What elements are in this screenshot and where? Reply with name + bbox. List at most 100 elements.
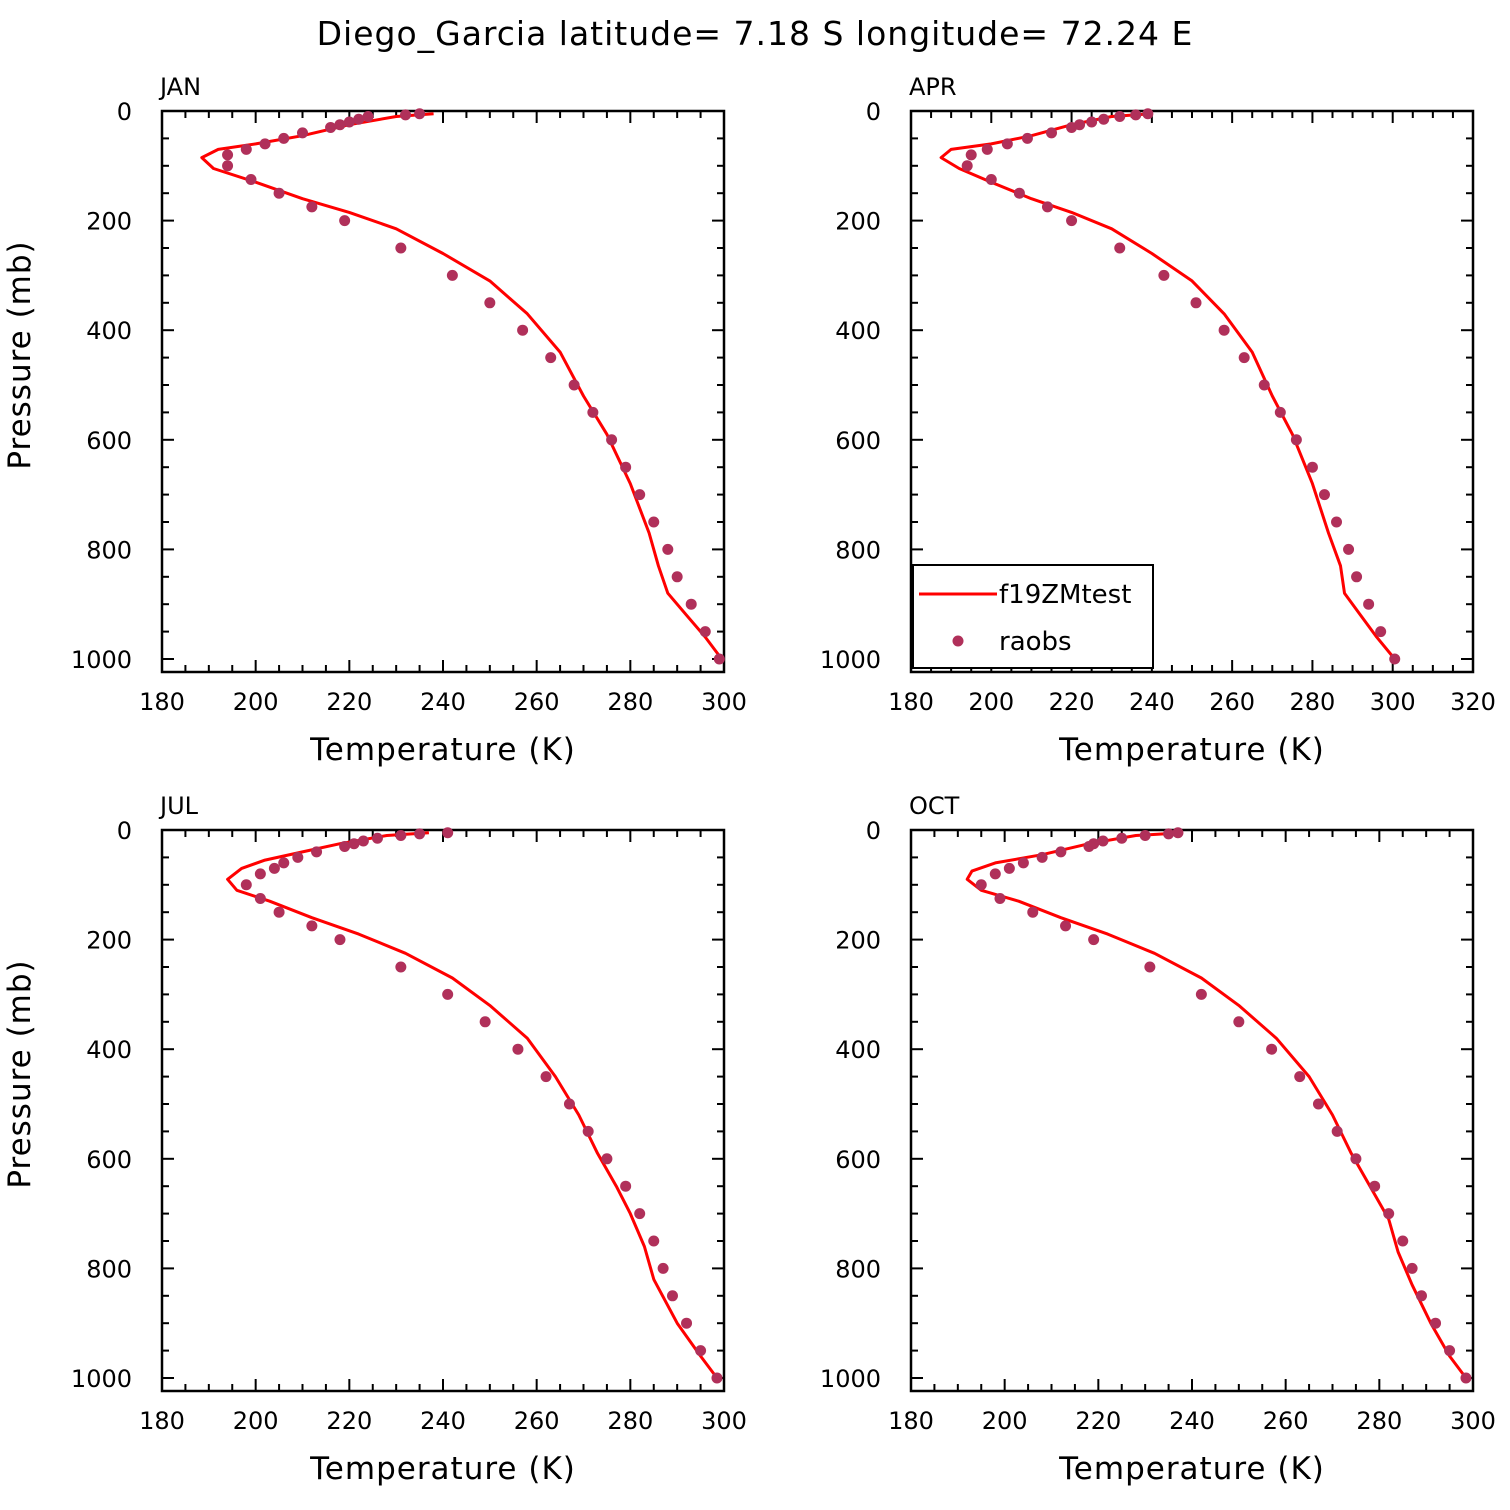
x-tick-label: 280 bbox=[607, 688, 653, 716]
x-tick-label: 300 bbox=[1450, 1407, 1496, 1435]
obs-point bbox=[371, 832, 383, 844]
y-tick-label: 0 bbox=[866, 98, 881, 126]
x-tick-label: 240 bbox=[420, 1407, 466, 1435]
y-tick-label: 800 bbox=[86, 536, 132, 564]
figure-title: Diego_Garcia latitude= 7.18 S longitude=… bbox=[317, 14, 1194, 53]
x-tick-label: 220 bbox=[326, 688, 372, 716]
obs-point bbox=[1116, 832, 1128, 844]
y-tick-label: 1000 bbox=[820, 1365, 881, 1393]
x-tick-label: 200 bbox=[233, 688, 279, 716]
obs-point bbox=[254, 868, 266, 880]
obs-point bbox=[563, 1098, 575, 1110]
obs-point bbox=[348, 838, 360, 850]
y-tick-label: 1000 bbox=[820, 646, 881, 674]
obs-point bbox=[1114, 242, 1126, 254]
obs-point bbox=[671, 571, 683, 583]
obs-point bbox=[713, 653, 725, 665]
obs-point bbox=[695, 1345, 707, 1357]
obs-point bbox=[343, 116, 355, 128]
x-tick-label: 180 bbox=[139, 688, 185, 716]
obs-point bbox=[657, 1262, 669, 1274]
obs-point bbox=[634, 1208, 646, 1220]
obs-point bbox=[540, 1071, 552, 1083]
x-tick-label: 240 bbox=[1169, 1407, 1215, 1435]
panel-oct: 180 200 220 240 260 280 300 0 200 400 600 800 1000 OC… bbox=[820, 792, 1496, 1487]
obs-point bbox=[334, 119, 346, 131]
panel-title: JUL bbox=[158, 792, 199, 820]
obs-point bbox=[362, 110, 374, 122]
x-tick-label: 280 bbox=[1290, 688, 1336, 716]
obs-point bbox=[245, 174, 257, 185]
obs-point bbox=[662, 543, 674, 555]
obs-point bbox=[334, 934, 346, 946]
obs-point bbox=[297, 127, 308, 139]
obs-point bbox=[484, 297, 496, 309]
panel-title: OCT bbox=[909, 792, 960, 820]
y-tick-label: 400 bbox=[835, 317, 881, 345]
obs-point bbox=[1331, 516, 1343, 528]
obs-point bbox=[1331, 1125, 1343, 1137]
obs-point bbox=[268, 862, 280, 874]
obs-point bbox=[512, 1043, 524, 1055]
y-tick-label: 400 bbox=[86, 1036, 132, 1064]
obs-point bbox=[620, 1180, 632, 1192]
obs-point bbox=[666, 1290, 678, 1302]
y-tick-label: 200 bbox=[86, 208, 132, 236]
obs-point bbox=[1306, 461, 1318, 473]
obs-point bbox=[1343, 543, 1355, 555]
obs-point bbox=[259, 138, 271, 150]
obs-point bbox=[606, 434, 618, 446]
obs-point bbox=[240, 143, 252, 155]
obs-point bbox=[1430, 1317, 1442, 1329]
obs-point bbox=[306, 920, 318, 932]
panel-jul: 180 200 220 240 260 280 300 0 200 400 600 800 1000 JU… bbox=[2, 792, 747, 1487]
obs-point bbox=[587, 406, 599, 418]
y-tick-label: 600 bbox=[835, 1146, 881, 1174]
obs-point bbox=[1172, 827, 1184, 839]
x-tick-label: 300 bbox=[701, 688, 747, 716]
model-line bbox=[200, 112, 723, 660]
x-tick-label: 280 bbox=[1356, 1407, 1402, 1435]
obs-point bbox=[1238, 352, 1250, 364]
obs-point bbox=[292, 851, 304, 863]
y-tick-label: 800 bbox=[86, 1255, 132, 1283]
obs-point bbox=[395, 242, 407, 254]
obs-point bbox=[414, 108, 426, 120]
obs-point bbox=[975, 879, 987, 891]
obs-point bbox=[1294, 1071, 1306, 1083]
x-tick-label: 320 bbox=[1450, 688, 1496, 716]
legend-box bbox=[912, 564, 1154, 669]
obs-point bbox=[325, 121, 337, 133]
obs-point bbox=[1266, 1043, 1278, 1055]
y-tick-label: 600 bbox=[86, 427, 132, 455]
obs-point bbox=[1036, 851, 1048, 863]
obs-point bbox=[400, 109, 412, 121]
obs-point bbox=[648, 516, 660, 528]
y-tick-label: 400 bbox=[835, 1036, 881, 1064]
obs-point bbox=[634, 489, 646, 501]
obs-point bbox=[1460, 1372, 1472, 1384]
obs-point bbox=[442, 827, 454, 839]
obs-point bbox=[1158, 269, 1170, 281]
obs-point bbox=[1233, 1016, 1245, 1028]
plot-frame bbox=[160, 828, 726, 1393]
obs-point bbox=[1003, 862, 1015, 874]
model-line bbox=[226, 831, 719, 1379]
x-tick-label: 260 bbox=[1209, 688, 1255, 716]
y-tick-label: 800 bbox=[835, 536, 881, 564]
obs-point bbox=[1041, 201, 1053, 213]
x-tick-label: 240 bbox=[420, 688, 466, 716]
obs-point bbox=[222, 160, 234, 172]
obs-point bbox=[582, 1125, 594, 1137]
panel-jan: 180 200 220 240 260 280 300 0 200 400 600 800 1000 JA… bbox=[2, 73, 747, 768]
x-axis-label: Temperature (K) bbox=[309, 1451, 576, 1487]
obs-point bbox=[1375, 626, 1387, 638]
obs-point bbox=[1083, 840, 1095, 852]
obs-point bbox=[1144, 961, 1156, 973]
legend: f19ZMtest raobs bbox=[912, 564, 1154, 669]
x-tick-label: 200 bbox=[968, 688, 1014, 716]
obs-point bbox=[1027, 906, 1039, 918]
x-tick-label: 180 bbox=[888, 1407, 934, 1435]
obs-point bbox=[994, 893, 1006, 904]
obs-point bbox=[620, 461, 632, 473]
